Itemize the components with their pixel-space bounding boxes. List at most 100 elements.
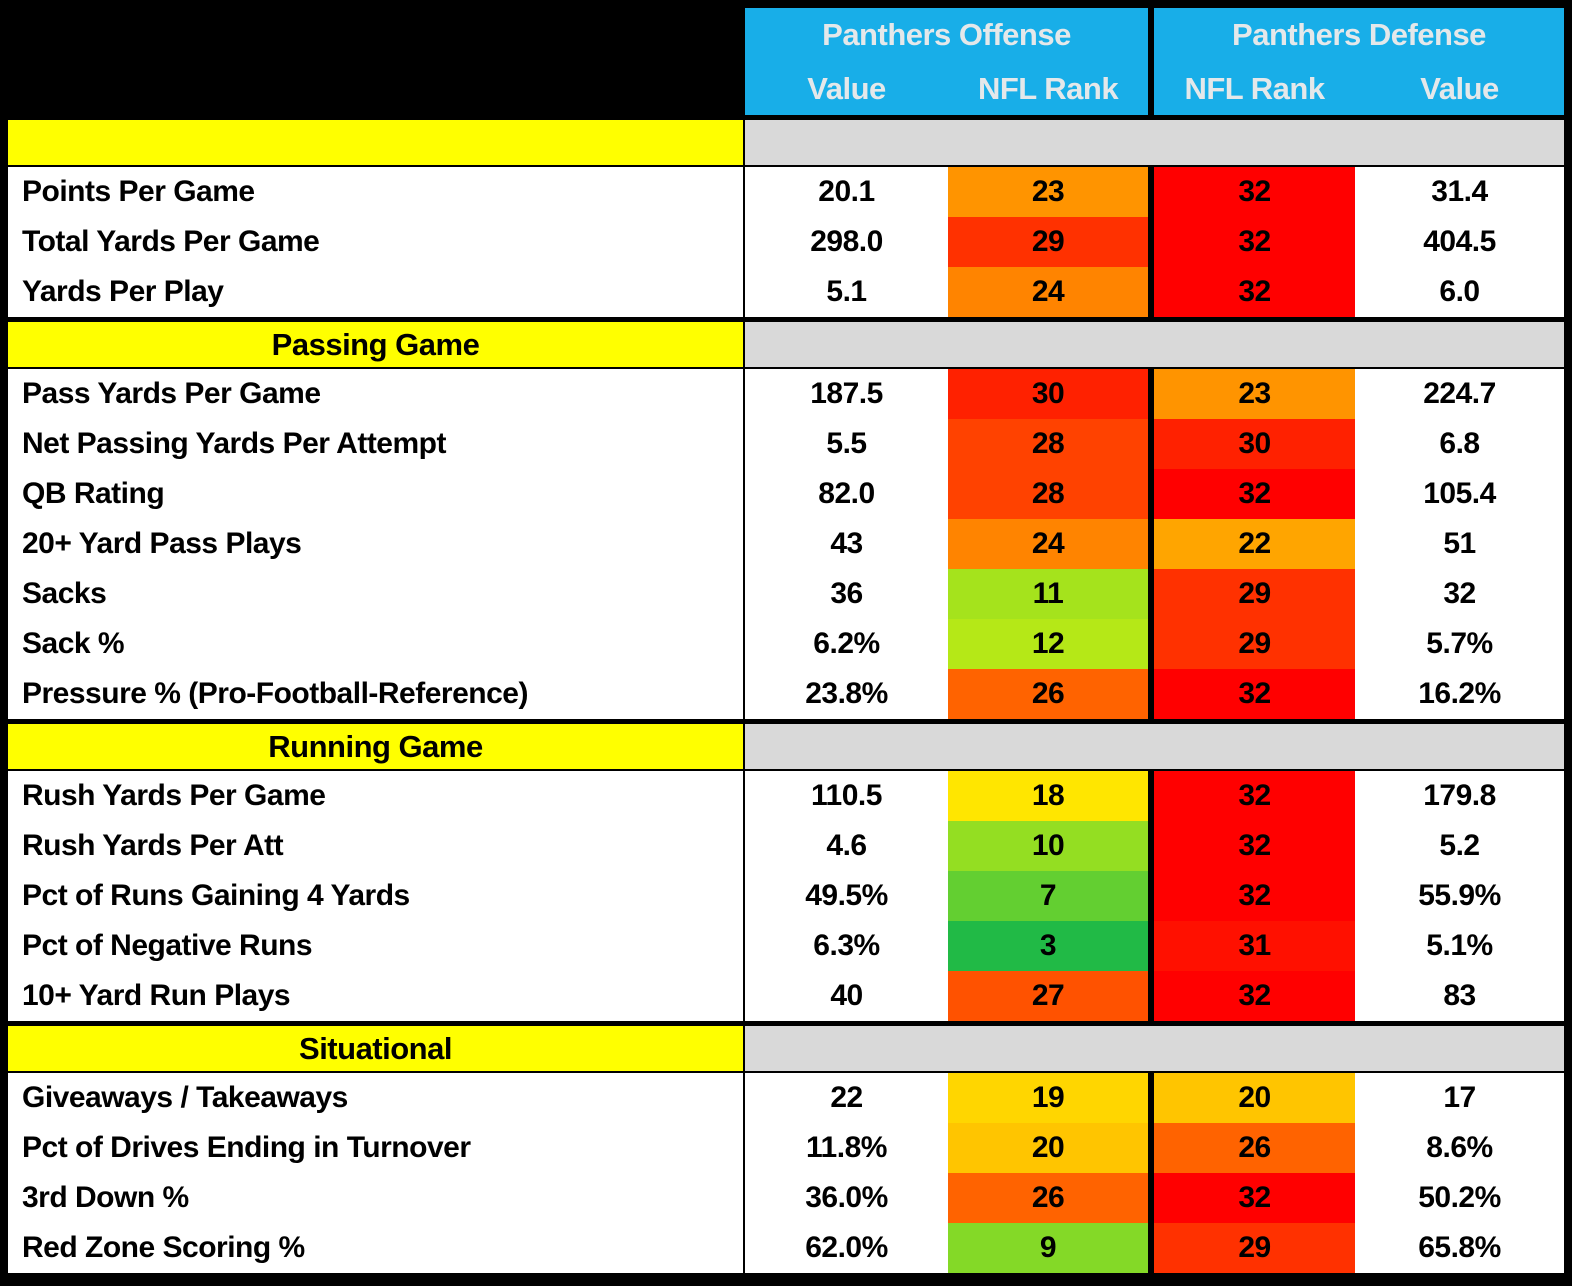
offense-rank-cell: 3 <box>948 921 1148 971</box>
column-divider <box>743 1123 745 1173</box>
section-spacer-cell <box>1148 1026 1154 1071</box>
defense-value-cell: 17 <box>1355 1073 1564 1123</box>
defense-rank-cell: 30 <box>1154 419 1355 469</box>
column-divider <box>743 971 745 1021</box>
group-divider <box>1148 167 1154 217</box>
stat-name-cell: Pass Yards Per Game <box>8 369 743 419</box>
section-spacer-cell <box>948 322 1148 367</box>
offense-group-header: Panthers Offense <box>745 8 1148 62</box>
defense-value-cell: 32 <box>1355 569 1564 619</box>
offense-rank-cell: 12 <box>948 619 1148 669</box>
defense-value-cell: 83 <box>1355 971 1564 1021</box>
stat-name-cell: Pct of Runs Gaining 4 Yards <box>8 871 743 921</box>
defense-rank-cell: 32 <box>1154 267 1355 317</box>
offense-rank-cell: 11 <box>948 569 1148 619</box>
section-spacer-cell <box>1154 120 1355 165</box>
section-spacer-cell <box>1154 724 1355 769</box>
section-title-cell: Running Game <box>8 724 743 769</box>
group-divider <box>1148 267 1154 317</box>
offense-value-cell: 5.1 <box>745 267 948 317</box>
offense-rank-cell: 19 <box>948 1073 1148 1123</box>
table-row: Points Per Game 20.1 23 32 31.4 <box>8 167 1564 217</box>
section-spacer-cell <box>948 120 1148 165</box>
defense-rank-cell: 31 <box>1154 921 1355 971</box>
defense-rank-cell: 32 <box>1154 771 1355 821</box>
section-spacer-cell <box>1154 322 1355 367</box>
column-divider <box>743 1173 745 1223</box>
stat-name-cell: Points Per Game <box>8 167 743 217</box>
defense-value-cell: 50.2% <box>1355 1173 1564 1223</box>
stat-name-cell: QB Rating <box>8 469 743 519</box>
column-divider <box>743 569 745 619</box>
corner-cell <box>8 8 745 62</box>
group-divider <box>1148 62 1154 115</box>
stat-name-cell: Red Zone Scoring % <box>8 1223 743 1273</box>
defense-rank-cell: 22 <box>1154 519 1355 569</box>
defense-value-cell: 55.9% <box>1355 871 1564 921</box>
offense-value-cell: 23.8% <box>745 669 948 719</box>
group-divider <box>1148 821 1154 871</box>
column-divider <box>743 724 745 769</box>
table-row: Yards Per Play 5.1 24 32 6.0 <box>8 267 1564 317</box>
offense-value-cell: 62.0% <box>745 1223 948 1273</box>
stat-name-cell: Pressure % (Pro-Football-Reference) <box>8 669 743 719</box>
defense-value-cell: 65.8% <box>1355 1223 1564 1273</box>
section-spacer-cell <box>1154 1026 1355 1071</box>
defense-rank-cell: 23 <box>1154 369 1355 419</box>
group-divider <box>1148 369 1154 419</box>
defense-rank-cell: 32 <box>1154 971 1355 1021</box>
offense-rank-cell: 20 <box>948 1123 1148 1173</box>
offense-rank-cell: 29 <box>948 217 1148 267</box>
defense-rank-cell: 32 <box>1154 821 1355 871</box>
section-spacer-cell <box>745 120 948 165</box>
offense-value-cell: 110.5 <box>745 771 948 821</box>
stat-name-cell: Yards Per Play <box>8 267 743 317</box>
column-divider <box>743 1073 745 1123</box>
defense-group-header: Panthers Defense <box>1154 8 1564 62</box>
offense-value-cell: 36.0% <box>745 1173 948 1223</box>
group-divider <box>1148 971 1154 1021</box>
column-divider <box>743 871 745 921</box>
table-row: Sack % 6.2% 12 29 5.7% <box>8 619 1564 669</box>
column-divider <box>743 419 745 469</box>
offense-value-cell: 20.1 <box>745 167 948 217</box>
offense-value-cell: 43 <box>745 519 948 569</box>
column-divider <box>743 921 745 971</box>
group-divider <box>1148 1173 1154 1223</box>
section-spacer-cell <box>1355 724 1564 769</box>
defense-value-cell: 404.5 <box>1355 217 1564 267</box>
defense-value-cell: 179.8 <box>1355 771 1564 821</box>
offense-value-cell: 6.2% <box>745 619 948 669</box>
defense-rank-cell: 32 <box>1154 217 1355 267</box>
stat-name-cell: 20+ Yard Pass Plays <box>8 519 743 569</box>
table-body: Points Per Game 20.1 23 32 31.4 Total Yards P… <box>8 115 1564 1273</box>
group-divider <box>1148 1073 1154 1123</box>
column-divider <box>743 217 745 267</box>
defense-rank-cell: 29 <box>1154 569 1355 619</box>
group-divider <box>1148 469 1154 519</box>
group-divider <box>1148 669 1154 719</box>
group-divider <box>1148 1123 1154 1173</box>
defense-value-cell: 51 <box>1355 519 1564 569</box>
section-spacer-cell <box>1148 120 1154 165</box>
offense-rank-cell: 23 <box>948 167 1148 217</box>
offense-value-cell: 36 <box>745 569 948 619</box>
table-row: Pct of Negative Runs 6.3% 3 31 5.1% <box>8 921 1564 971</box>
table-row: Total Yards Per Game 298.0 29 32 404.5 <box>8 217 1564 267</box>
column-divider <box>743 821 745 871</box>
section-spacer-cell <box>948 1026 1148 1071</box>
group-divider <box>1148 8 1154 62</box>
offense-rank-cell: 26 <box>948 1173 1148 1223</box>
stat-name-cell: Rush Yards Per Game <box>8 771 743 821</box>
offense-value-cell: 298.0 <box>745 217 948 267</box>
offense-value-cell: 49.5% <box>745 871 948 921</box>
offense-rank-cell: 27 <box>948 971 1148 1021</box>
section-title-cell <box>8 120 743 165</box>
defense-rank-cell: 26 <box>1154 1123 1355 1173</box>
offense-rank-cell: 28 <box>948 419 1148 469</box>
section-spacer-cell <box>1355 322 1564 367</box>
stat-name-cell: Total Yards Per Game <box>8 217 743 267</box>
offense-value-cell: 4.6 <box>745 821 948 871</box>
column-divider <box>743 771 745 821</box>
